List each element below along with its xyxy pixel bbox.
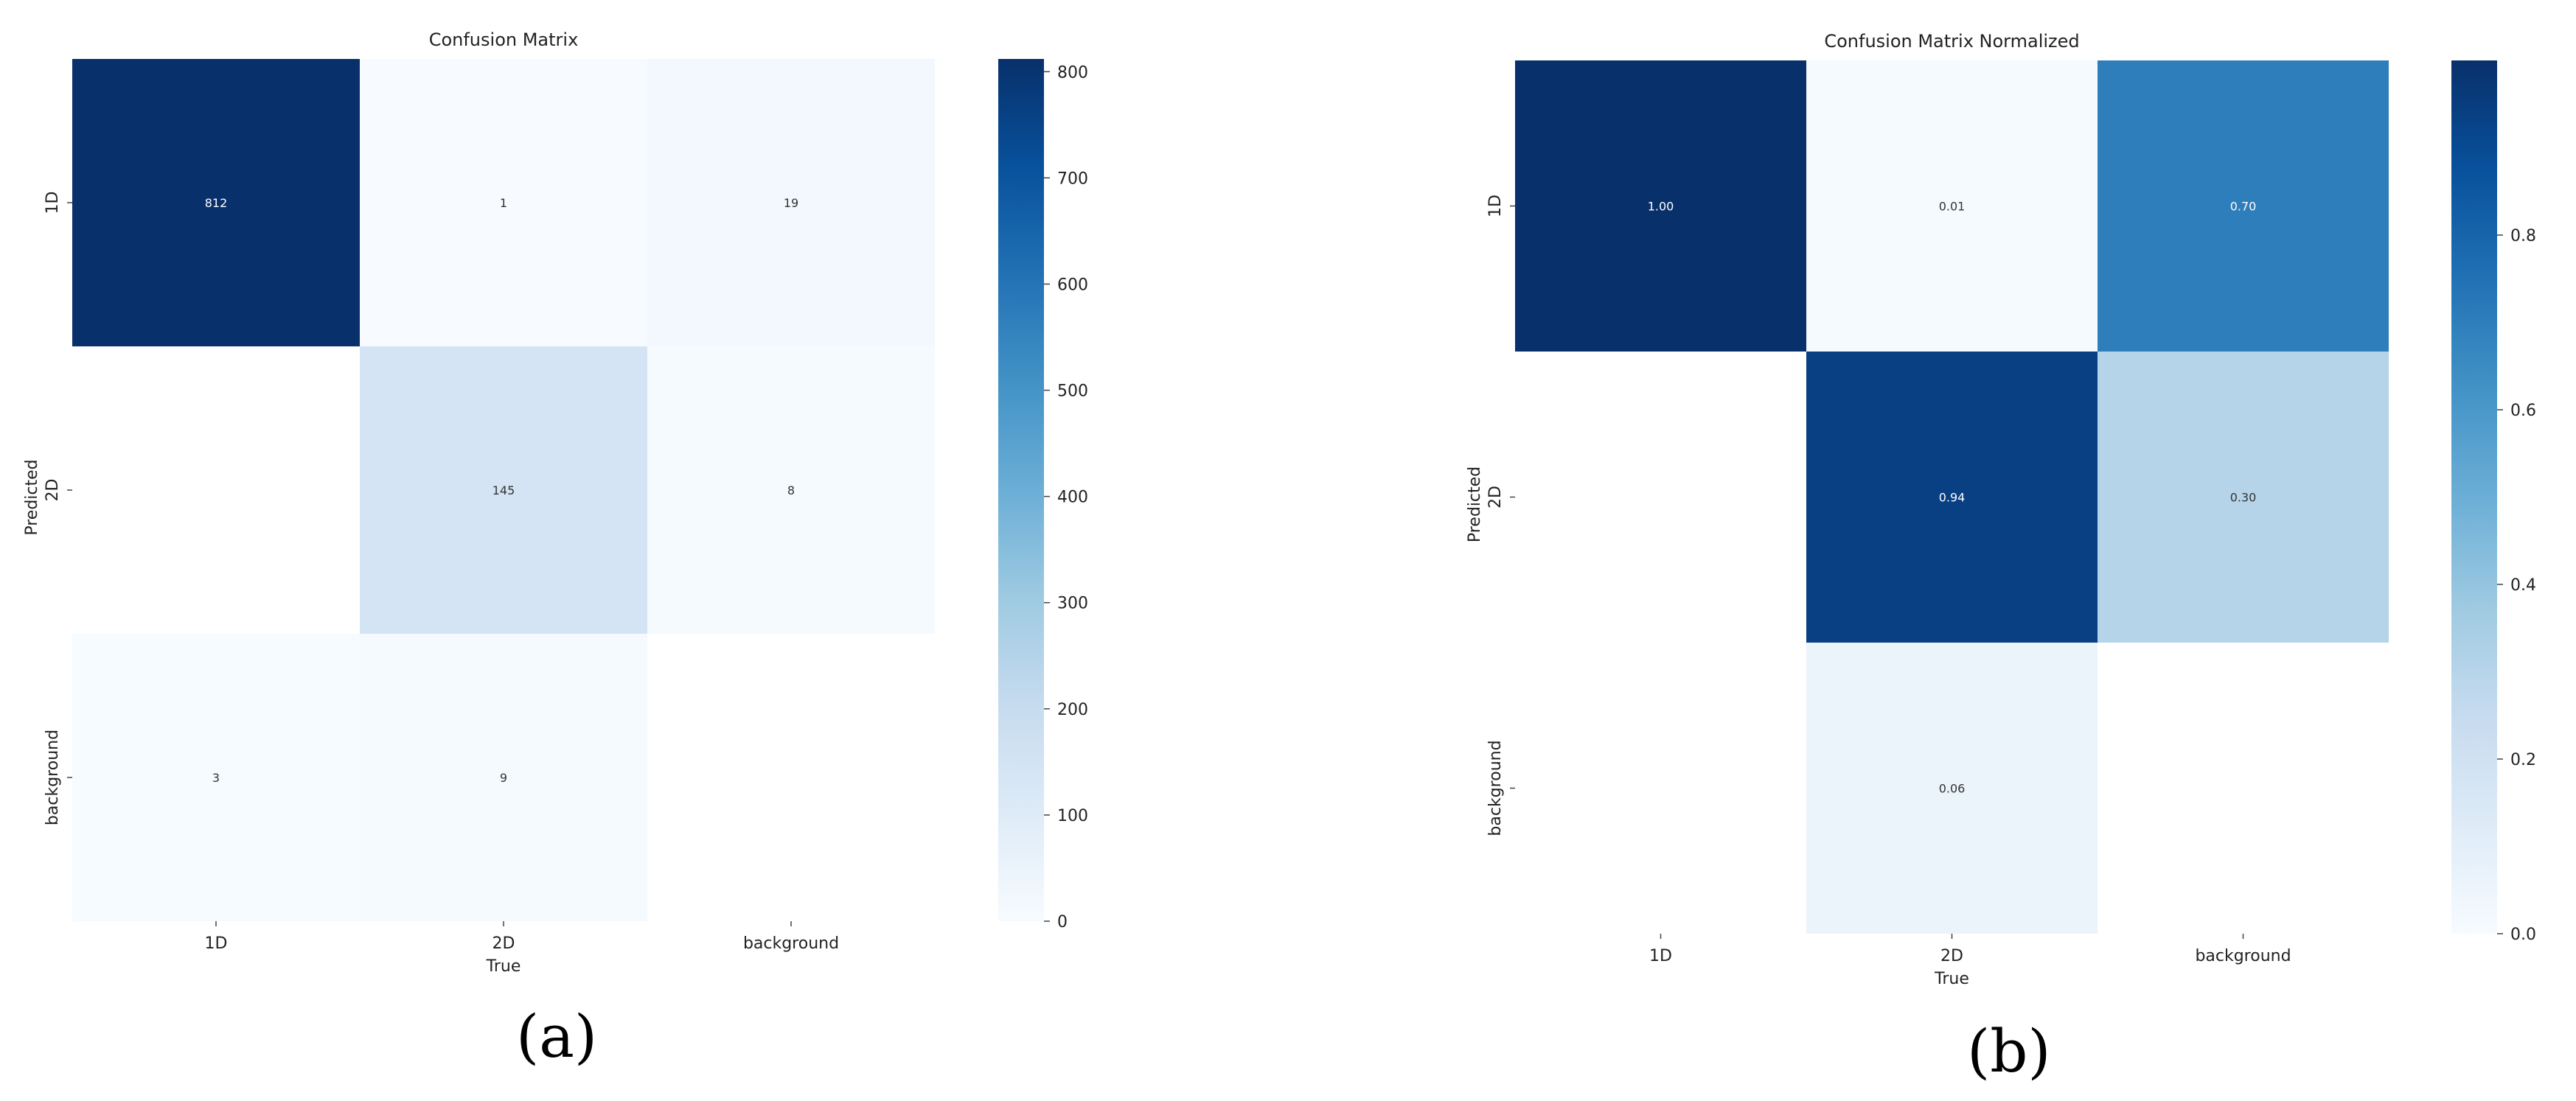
heatmap-cell: [2098, 352, 2389, 643]
colorbar-tick-label: 300: [1057, 595, 1088, 613]
heatmap-cell: [1806, 352, 2098, 643]
cell-value-label: 145: [492, 483, 515, 497]
colorbar-tick-label: 500: [1057, 382, 1088, 401]
panel-label-b: (b): [1967, 1017, 2051, 1086]
x-tick-label: background: [743, 934, 839, 953]
x-tick-label: 2D: [1940, 947, 1963, 965]
y-axis-label: Predicted: [23, 459, 41, 535]
heatmap-cell: [1515, 60, 1806, 352]
cell-value-label: 9: [500, 771, 507, 785]
colorbar: [998, 59, 1044, 921]
colorbar-tick-label: 0.0: [2510, 926, 2536, 944]
colorbar-tick-label: 0.2: [2510, 751, 2536, 769]
colorbar-tick-label: 600: [1057, 276, 1088, 294]
heatmap-cell: [647, 59, 935, 346]
cell-value-label: 19: [784, 196, 798, 210]
heatmap-cell: [2098, 60, 2389, 352]
colorbar-tick-label: 0: [1057, 913, 1068, 932]
heatmap-cell: [1806, 60, 2098, 352]
cell-value-label: 1.00: [1648, 200, 1674, 214]
x-tick-label: 1D: [205, 934, 228, 953]
y-axis-label: Predicted: [1466, 466, 1484, 542]
x-tick-label: background: [2195, 947, 2291, 965]
cell-value-label: 0.06: [1939, 782, 1966, 796]
chart-title: Confusion Matrix Normalized: [1824, 31, 2079, 52]
colorbar-tick-label: 700: [1057, 169, 1088, 188]
heatmap-cell: [647, 346, 935, 634]
x-axis-label: True: [1934, 970, 1969, 988]
y-tick-label: 2D: [1486, 486, 1505, 508]
cell-value-label: 0.30: [2230, 491, 2257, 505]
colorbar: [2451, 60, 2497, 934]
panel-label-a: (a): [516, 1002, 598, 1071]
heatmap-cell: [72, 59, 360, 346]
colorbar-tick-label: 800: [1057, 63, 1088, 82]
cell-value-label: 0.01: [1939, 200, 1966, 214]
cell-value-label: 812: [205, 196, 228, 210]
heatmap-cell: [360, 59, 647, 346]
confusion-matrix-chart: Confusion Matrix 812 1 19 145 8 3 9 1D 2D backgrou…: [23, 29, 1088, 976]
colorbar-tick-label: 0.6: [2510, 402, 2536, 420]
cell-value-label: 8: [787, 483, 795, 497]
confusion-matrix-normalized-chart: Confusion Matrix Normalized 1.00 0.01 0.70 0…: [1466, 31, 2536, 988]
x-tick-label: 2D: [492, 934, 515, 953]
heatmap-cell: [1806, 643, 2098, 934]
cell-value-label: 1: [500, 196, 507, 210]
y-tick-label: 2D: [43, 479, 62, 502]
y-tick-label: 1D: [43, 192, 62, 214]
heatmap-cell: [72, 634, 360, 921]
y-tick-label: 1D: [1486, 195, 1505, 217]
colorbar-tick-label: 400: [1057, 489, 1088, 507]
cell-value-label: 0.94: [1939, 491, 1966, 505]
y-tick-label: background: [43, 730, 62, 825]
heatmap-cell: [360, 634, 647, 921]
heatmap-cell: [360, 346, 647, 634]
colorbar-tick-label: 100: [1057, 807, 1088, 825]
y-tick-label: background: [1486, 740, 1505, 836]
x-tick-label: 1D: [1649, 947, 1672, 965]
colorbar-tick-label: 0.4: [2510, 576, 2536, 595]
cell-value-label: 0.70: [2230, 200, 2257, 214]
x-axis-label: True: [486, 957, 521, 976]
colorbar-tick-label: 0.8: [2510, 227, 2536, 245]
colorbar-tick-label: 200: [1057, 701, 1088, 719]
chart-title: Confusion Matrix: [429, 29, 579, 50]
cell-value-label: 3: [212, 771, 220, 785]
